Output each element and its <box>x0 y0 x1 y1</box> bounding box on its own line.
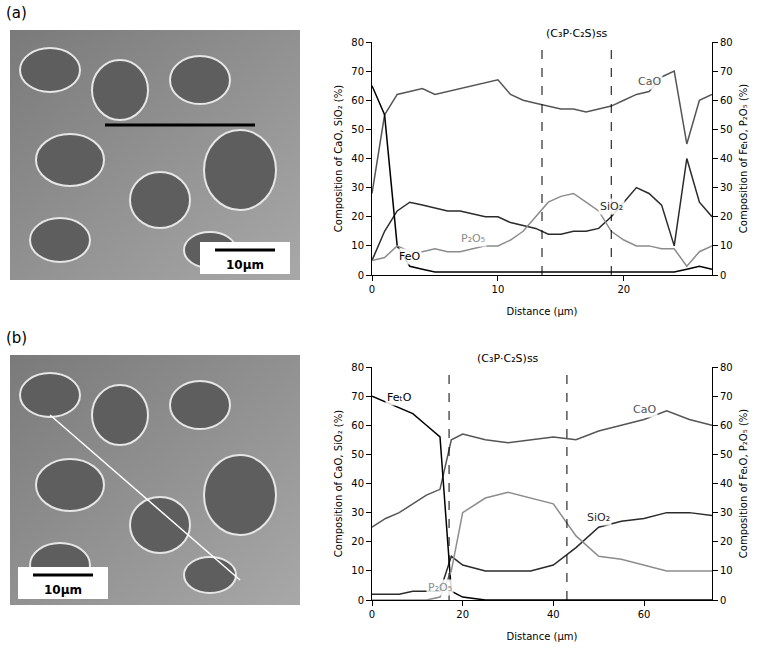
svg-text:60: 60 <box>720 95 733 106</box>
svg-text:0: 0 <box>369 284 375 295</box>
svg-text:70: 70 <box>351 66 364 77</box>
svg-text:CaO: CaO <box>638 75 661 88</box>
svg-text:Distance (μm): Distance (μm) <box>507 631 578 642</box>
svg-text:50: 50 <box>351 449 364 460</box>
svg-text:20: 20 <box>720 211 733 222</box>
svg-text:P₂O₅: P₂O₅ <box>461 232 485 245</box>
svg-text:80: 80 <box>351 362 364 373</box>
svg-text:80: 80 <box>351 37 364 48</box>
svg-text:10: 10 <box>351 565 364 576</box>
svg-text:0: 0 <box>358 270 364 281</box>
svg-text:0: 0 <box>369 609 375 620</box>
svg-text:40: 40 <box>720 153 733 164</box>
svg-text:20: 20 <box>456 609 469 620</box>
svg-text:0: 0 <box>720 595 726 606</box>
svg-text:0: 0 <box>358 595 364 606</box>
svg-text:(C₃P·C₂S)ss: (C₃P·C₂S)ss <box>546 27 608 40</box>
svg-text:70: 70 <box>351 391 364 402</box>
svg-text:10: 10 <box>720 240 733 251</box>
svg-text:10: 10 <box>720 565 733 576</box>
svg-text:60: 60 <box>351 95 364 106</box>
svg-text:10μm: 10μm <box>44 583 82 597</box>
svg-text:70: 70 <box>720 66 733 77</box>
svg-text:Distance (μm): Distance (μm) <box>507 306 578 317</box>
svg-text:SiO₂: SiO₂ <box>587 511 610 524</box>
svg-text:70: 70 <box>720 391 733 402</box>
svg-text:40: 40 <box>351 153 364 164</box>
svg-text:80: 80 <box>720 362 733 373</box>
svg-text:20: 20 <box>351 211 364 222</box>
svg-text:10μm: 10μm <box>226 258 264 272</box>
svg-text:20: 20 <box>617 284 630 295</box>
svg-text:(C₃P·C₂S)ss: (C₃P·C₂S)ss <box>477 352 539 365</box>
svg-text:0: 0 <box>720 270 726 281</box>
svg-text:30: 30 <box>720 182 733 193</box>
svg-text:Composition of CaO, SiO₂ (%): Composition of CaO, SiO₂ (%) <box>333 410 344 557</box>
svg-text:10: 10 <box>492 284 505 295</box>
svg-text:20: 20 <box>720 536 733 547</box>
svg-text:30: 30 <box>351 182 364 193</box>
svg-text:P₂O₅: P₂O₅ <box>428 581 452 594</box>
svg-text:FeₜO: FeₜO <box>387 391 412 404</box>
svg-text:40: 40 <box>547 609 560 620</box>
svg-text:50: 50 <box>351 124 364 135</box>
svg-text:40: 40 <box>351 478 364 489</box>
svg-text:FeO: FeO <box>399 250 420 263</box>
svg-text:80: 80 <box>720 37 733 48</box>
svg-text:60: 60 <box>720 420 733 431</box>
svg-text:60: 60 <box>638 609 651 620</box>
svg-text:10: 10 <box>351 240 364 251</box>
svg-text:Composition of FeₜO, P₂O₅ (%): Composition of FeₜO, P₂O₅ (%) <box>738 409 749 558</box>
svg-text:Composition of CaO, SiO₂ (%): Composition of CaO, SiO₂ (%) <box>333 85 344 232</box>
svg-text:60: 60 <box>351 420 364 431</box>
svg-text:SiO₂: SiO₂ <box>600 200 623 213</box>
html-text:(b): (b) <box>6 329 28 347</box>
svg-text:CaO: CaO <box>633 403 656 416</box>
svg-text:50: 50 <box>720 124 733 135</box>
svg-text:30: 30 <box>351 507 364 518</box>
svg-text:Composition of FeₜO, P₂O₅ (%): Composition of FeₜO, P₂O₅ (%) <box>738 84 749 233</box>
svg-text:40: 40 <box>720 478 733 489</box>
html-text:(a): (a) <box>6 4 27 22</box>
svg-text:20: 20 <box>351 536 364 547</box>
svg-text:50: 50 <box>720 449 733 460</box>
svg-text:30: 30 <box>720 507 733 518</box>
